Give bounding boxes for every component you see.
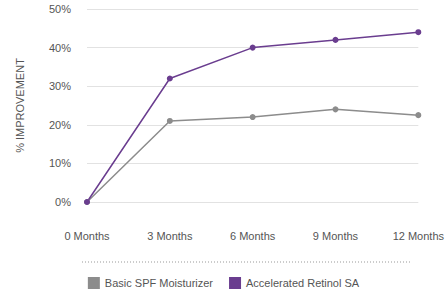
svg-text:Basic SPF Moisturizer: Basic SPF Moisturizer <box>105 277 214 289</box>
svg-text:3 Months: 3 Months <box>147 230 193 242</box>
svg-text:% IMPROVEMENT: % IMPROVEMENT <box>14 58 26 153</box>
svg-text:9 Months: 9 Months <box>313 230 359 242</box>
svg-text:50%: 50% <box>49 3 71 15</box>
svg-text:10%: 10% <box>49 157 71 169</box>
svg-text:0 Months: 0 Months <box>64 230 110 242</box>
svg-text:20%: 20% <box>49 119 71 131</box>
svg-text:0%: 0% <box>55 196 71 208</box>
svg-text:40%: 40% <box>49 42 71 54</box>
svg-text:6 Months: 6 Months <box>230 230 276 242</box>
svg-text:Accelerated Retinol SA: Accelerated Retinol SA <box>246 277 360 289</box>
svg-text:30%: 30% <box>49 80 71 92</box>
svg-text:12 Months: 12 Months <box>393 230 445 242</box>
